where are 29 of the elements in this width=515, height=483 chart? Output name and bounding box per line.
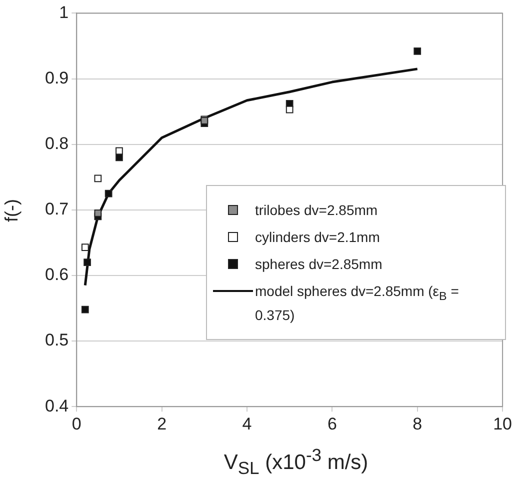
y-tick-label: 0.8	[44, 134, 69, 154]
x-tick-label: 2	[157, 414, 167, 434]
y-tick-label: 0.7	[44, 200, 69, 219]
y-tick-label: 0.4	[44, 396, 69, 416]
y-tick-label: 1	[59, 2, 69, 22]
x-axis-title: V$_{SL}$ (x10$^{-3}$ m/s)	[222, 445, 370, 480]
y-tick-label: 0.9	[44, 68, 69, 88]
point	[81, 306, 89, 314]
point	[116, 147, 123, 155]
legend-label: trilobes dv=2.85mm	[255, 201, 378, 219]
x-tick-label: 8	[412, 414, 422, 434]
y-tick-label: 0.6	[44, 265, 69, 284]
x-tick-label: 4	[242, 414, 252, 434]
x-tick-label: 6	[327, 414, 337, 434]
y-tick-label: 0.5	[44, 330, 69, 350]
point	[286, 106, 294, 114]
y-axis-title: f(-)	[2, 198, 22, 224]
point	[94, 209, 102, 217]
x-tick-label: 0	[72, 414, 82, 434]
point	[84, 258, 91, 266]
x-tick-label: 10	[493, 414, 512, 434]
point	[94, 174, 102, 182]
text: model spheres dv=2.85mm (ε$_{B}$ = 0.375)	[255, 283, 459, 323]
point	[104, 190, 112, 198]
point	[81, 244, 89, 251]
point	[116, 154, 123, 162]
legend-label: spheres dv=2.85mm	[255, 255, 382, 273]
legend-label: cylinders dv=2.1mm	[255, 228, 380, 246]
point	[414, 48, 422, 55]
